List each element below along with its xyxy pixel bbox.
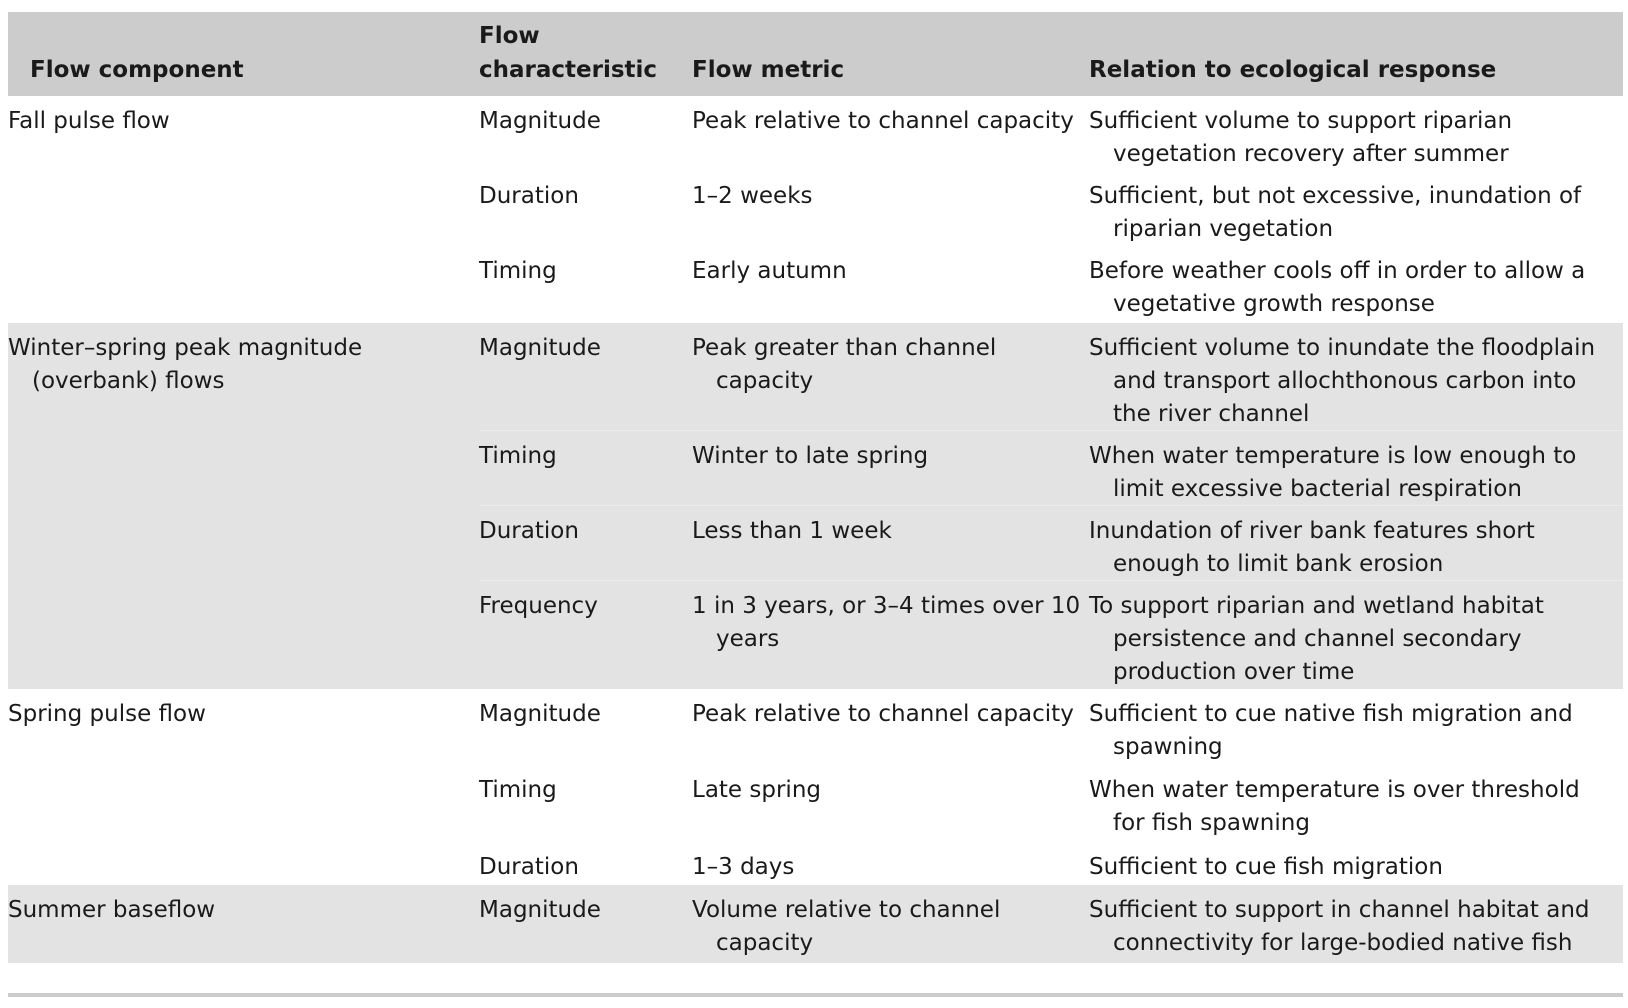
header-flow-characteristic: Flow characteristic: [479, 23, 658, 83]
flow-component-label: Spring pulse flow: [8, 701, 206, 727]
table-row: Timing Winter to late spring When water …: [479, 430, 1623, 505]
ecological-relation-cell: Sufficient to cue fish migration: [1089, 854, 1443, 880]
flow-metric-cell: Late spring: [692, 777, 821, 803]
flow-characteristic-cell: Duration: [479, 183, 579, 209]
ecological-relation-cell: Sufficient to cue native fish migration …: [1089, 701, 1573, 760]
flow-characteristic-cell: Duration: [479, 854, 579, 880]
ecological-relation-cell: Inundation of river bank features short …: [1089, 518, 1535, 577]
table-row: Duration Less than 1 week Inundation of …: [479, 505, 1623, 580]
flow-characteristic-cell: Timing: [479, 777, 557, 803]
flow-metric-cell: Peak relative to channel capacity: [692, 701, 1074, 727]
flow-characteristic-cell: Timing: [479, 443, 557, 469]
flow-characteristic-cell: Timing: [479, 258, 557, 284]
flow-metric-cell: 1–3 days: [692, 854, 795, 880]
ecological-relation-cell: Sufficient volume to support riparian ve…: [1089, 108, 1513, 167]
flow-characteristic-cell: Duration: [479, 518, 579, 544]
flow-table: Flow component Flow characteristic Flow …: [8, 12, 1623, 963]
table-row: Timing Early autumn Before weather cools…: [479, 246, 1623, 323]
ecological-relation-cell: When water temperature is low enough to …: [1089, 443, 1577, 502]
ecological-relation-cell: To support riparian and wetland habitat …: [1089, 593, 1544, 685]
flow-characteristic-cell: Frequency: [479, 593, 598, 619]
flow-metric-cell: Peak greater than channel capacity: [692, 335, 997, 394]
flow-metric-cell: Peak relative to channel capacity: [692, 108, 1074, 134]
flow-characteristic-cell: Magnitude: [479, 108, 601, 134]
flow-characteristic-cell: Magnitude: [479, 701, 601, 727]
table-row: Magnitude Peak greater than channel capa…: [479, 323, 1623, 430]
flow-metric-cell: Winter to late spring: [692, 443, 929, 469]
table-row: Frequency 1 in 3 years, or 3–4 times ove…: [479, 580, 1623, 689]
header-flow-component: Flow component: [30, 57, 244, 83]
table-header: Flow component Flow characteristic Flow …: [8, 12, 1623, 96]
flow-metric-cell: 1–2 weeks: [692, 183, 813, 209]
flow-metric-cell: Less than 1 week: [692, 518, 892, 544]
group-winter-spring-peak-flows: Winter–spring peak magnitude (overbank) …: [8, 323, 1623, 689]
ecological-relation-cell: When water temperature is over threshold…: [1089, 777, 1580, 836]
ecological-relation-cell: Sufficient to support in channel habitat…: [1089, 897, 1590, 956]
flow-component-label: Summer baseflow: [8, 885, 479, 963]
flow-component-label: Winter–spring peak magnitude (overbank) …: [8, 323, 479, 689]
header-ecological-relation: Relation to ecological response: [1089, 57, 1497, 83]
group-summer-baseflow: Summer baseflow Magnitude Volume relativ…: [8, 885, 1623, 963]
table-row: Timing Late spring When water temperatur…: [479, 765, 1623, 842]
table-row: Duration 1–3 days Sufficient to cue fish…: [479, 842, 1623, 885]
ecological-relation-cell: Sufficient volume to inundate the floodp…: [1089, 335, 1596, 427]
ecological-relation-cell: Sufficient, but not excessive, inundatio…: [1089, 183, 1582, 242]
group-spring-pulse-flow: Spring pulse flow Magnitude Peak relativ…: [8, 689, 1623, 885]
table-row: Magnitude Peak relative to channel capac…: [479, 689, 1623, 765]
flow-characteristic-cell: Magnitude: [479, 897, 601, 923]
flow-metric-cell: Early autumn: [692, 258, 847, 284]
flow-metric-cell: Volume relative to channel capacity: [692, 897, 1001, 956]
group-fall-pulse-flow: Fall pulse flow Magnitude Peak relative …: [8, 96, 1623, 323]
table-row: Duration 1–2 weeks Sufficient, but not e…: [479, 171, 1623, 246]
ecological-relation-cell: Before weather cools off in order to all…: [1089, 258, 1586, 317]
table-bottom-rule: [8, 993, 1623, 997]
header-flow-metric: Flow metric: [692, 57, 845, 83]
table-row: Magnitude Peak relative to channel capac…: [479, 96, 1623, 171]
flow-characteristic-cell: Magnitude: [479, 335, 601, 361]
table-row: Magnitude Volume relative to channel cap…: [479, 885, 1623, 963]
flow-component-label: Fall pulse flow: [8, 108, 170, 134]
flow-metric-cell: 1 in 3 years, or 3–4 times over 10 years: [692, 593, 1081, 652]
